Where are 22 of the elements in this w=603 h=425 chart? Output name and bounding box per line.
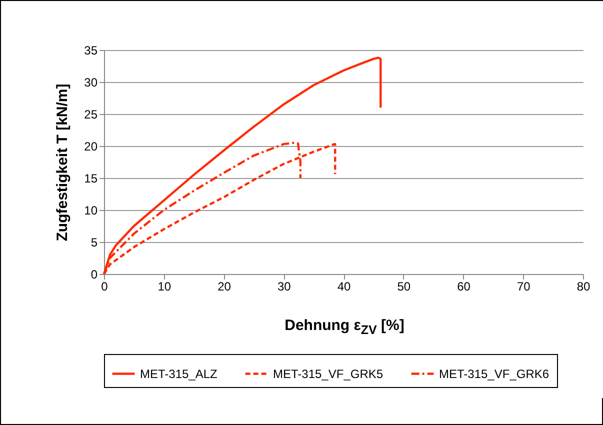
y-tick-label: 10	[84, 204, 98, 218]
x-tick-label: 80	[576, 280, 590, 294]
y-tick-label: 25	[84, 108, 98, 122]
x-tick-label: 40	[337, 280, 351, 294]
x-tick-label: 60	[457, 280, 471, 294]
y-axis-title: Zugfestigkeit T [kN/m]	[54, 84, 72, 242]
x-tick-label: 0	[101, 280, 108, 294]
x-axis-title: Dehnung ε$_{ZV}$ [%]	[284, 317, 406, 337]
legend-label: MET-315_ALZ	[140, 366, 218, 381]
x-tick-label: 10	[158, 280, 172, 294]
x-tick-label: 50	[397, 280, 411, 294]
y-tick-label: 15	[84, 172, 98, 186]
x-tick-label: 30	[277, 280, 292, 294]
y-tick-label: 20	[84, 140, 98, 154]
x-tick-label: 20	[218, 280, 232, 294]
legend-label: MET-315_VF_GRK6	[439, 366, 550, 381]
y-tick-label: 30	[84, 76, 98, 90]
y-tick-label: 5	[90, 236, 98, 250]
y-tick-label: 35	[84, 44, 98, 58]
x-tick-label: 70	[516, 280, 531, 294]
y-tick-label: 0	[90, 268, 98, 282]
legend-label: MET-315_VF_GRK5	[273, 366, 384, 381]
